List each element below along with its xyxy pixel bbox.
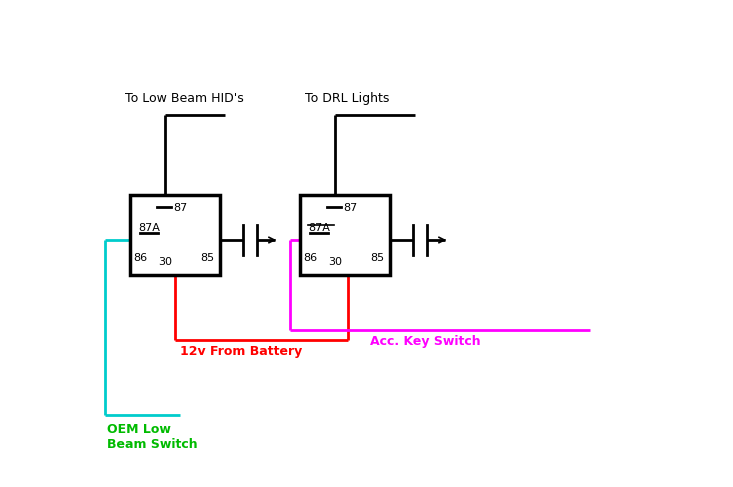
Text: 30: 30 xyxy=(328,257,342,267)
Text: 85: 85 xyxy=(370,253,384,263)
Text: Acc. Key Switch: Acc. Key Switch xyxy=(370,335,481,348)
Text: 87A: 87A xyxy=(138,223,160,233)
Text: 87: 87 xyxy=(343,203,357,213)
Bar xyxy=(300,195,390,275)
Text: To Low Beam HID's: To Low Beam HID's xyxy=(125,92,244,105)
Bar xyxy=(130,195,220,275)
Text: 30: 30 xyxy=(158,257,172,267)
Text: 87A: 87A xyxy=(308,223,330,233)
Text: 86: 86 xyxy=(303,253,317,263)
Text: 87: 87 xyxy=(173,203,187,213)
Text: 85: 85 xyxy=(200,253,214,263)
Text: 86: 86 xyxy=(133,253,147,263)
Text: To DRL Lights: To DRL Lights xyxy=(305,92,389,105)
Text: OEM Low
Beam Switch: OEM Low Beam Switch xyxy=(107,423,198,451)
Text: 12v From Battery: 12v From Battery xyxy=(180,345,302,358)
